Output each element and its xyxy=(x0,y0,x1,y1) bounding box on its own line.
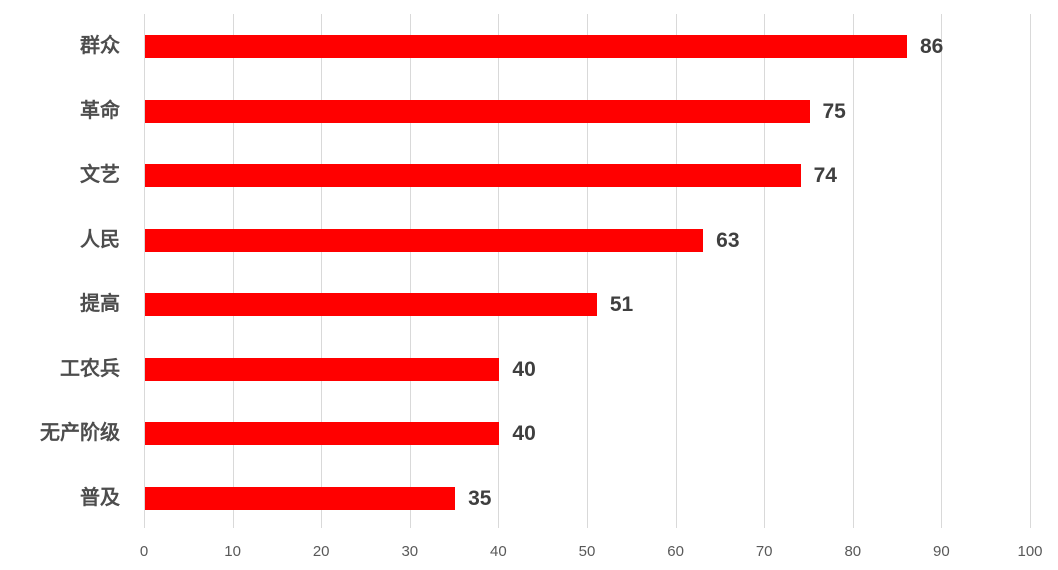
category-label: 人民 xyxy=(80,228,120,251)
x-tick-label: 60 xyxy=(667,543,684,560)
grid-line xyxy=(498,14,500,528)
bar-value-label: 40 xyxy=(512,422,536,445)
bar-value-label: 51 xyxy=(609,293,634,316)
bar xyxy=(145,486,456,510)
bar-value-label: 35 xyxy=(468,486,492,510)
category-label: 无产阶级 xyxy=(40,422,120,444)
bar xyxy=(145,164,801,187)
bar-value-label: 40 xyxy=(512,357,536,381)
category-label: 提高 xyxy=(80,293,120,315)
x-tick-label: 100 xyxy=(1017,543,1043,560)
grid-line xyxy=(1030,14,1031,528)
x-tick-label: 0 xyxy=(139,543,149,560)
bar xyxy=(145,422,500,445)
grid-line xyxy=(232,14,234,528)
x-tick-label: 40 xyxy=(490,543,507,560)
category-label: 革命 xyxy=(80,99,120,122)
x-tick-label: 20 xyxy=(312,543,330,560)
bar xyxy=(145,228,704,252)
category-label: 群众 xyxy=(80,35,120,57)
grid-line xyxy=(587,14,588,528)
category-label: 文艺 xyxy=(80,164,120,186)
x-tick-label: 30 xyxy=(401,543,419,560)
x-tick-label: 80 xyxy=(844,543,862,560)
bar-value-label: 86 xyxy=(919,35,944,58)
bar-value-label: 63 xyxy=(716,228,740,252)
bar xyxy=(145,357,500,381)
grid-line xyxy=(409,14,411,528)
category-label: 工农兵 xyxy=(60,357,120,380)
bar-value-label: 74 xyxy=(813,164,837,187)
x-tick-label: 90 xyxy=(933,543,950,560)
x-tick-label: 50 xyxy=(578,543,596,560)
bar-value-label: 75 xyxy=(822,99,846,123)
bar xyxy=(145,293,597,316)
grid-line xyxy=(144,14,145,528)
category-label: 普及 xyxy=(80,486,120,509)
grid-line xyxy=(675,14,677,528)
bar xyxy=(145,99,810,123)
grid-line xyxy=(941,14,943,528)
bar xyxy=(145,35,907,58)
x-tick-label: 70 xyxy=(755,543,773,560)
x-tick-label: 10 xyxy=(224,543,241,560)
grid-line xyxy=(764,14,766,528)
grid-line xyxy=(852,14,854,528)
grid-line xyxy=(321,14,323,528)
